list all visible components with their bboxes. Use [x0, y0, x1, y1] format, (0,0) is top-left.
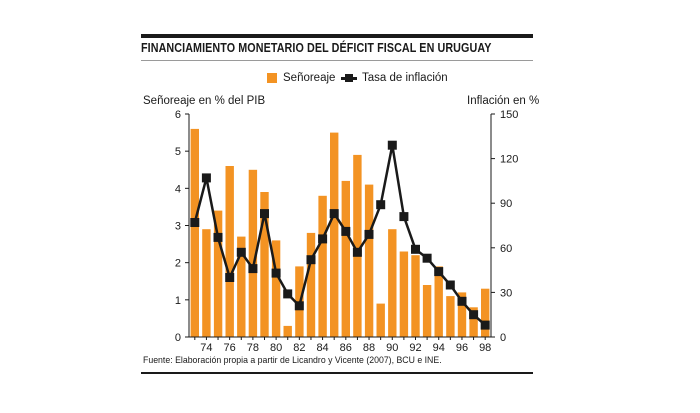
bar-1981 [283, 325, 292, 337]
title-underline [141, 60, 533, 61]
inflation-marker-1974 [201, 173, 211, 183]
bar-1973 [190, 128, 199, 337]
right-tick-label-90: 90 [500, 198, 512, 210]
left-tick-label-6: 6 [175, 109, 181, 121]
inflation-marker-1977 [236, 247, 246, 257]
left-tick-label-1: 1 [175, 295, 181, 307]
inflation-marker-1978 [248, 264, 258, 274]
inflation-marker-1992 [411, 244, 420, 254]
legend-item-senoreaje: Señoreaje [267, 72, 335, 84]
inflation-marker-1990 [387, 140, 397, 150]
right-tick-label-120: 120 [500, 154, 518, 166]
left-tick-label-0: 0 [175, 332, 181, 344]
chart-title: FINANCIAMIENTO MONETARIO DEL DÉFICIT FIS… [141, 41, 492, 55]
bar-1983 [306, 232, 316, 337]
x-tick-label-94: 94 [433, 342, 445, 354]
bar-1997 [469, 307, 478, 337]
x-tick-label-76: 76 [224, 342, 236, 354]
inflation-marker-1998 [480, 320, 490, 330]
legend-item-inflacion: Tasa de inflación [341, 72, 448, 84]
inflation-marker-1993 [422, 253, 432, 263]
legend-label-senoreaje: Señoreaje [283, 72, 336, 84]
bar-1989 [376, 303, 385, 337]
inflation-marker-1979 [260, 209, 269, 219]
bar-1996 [457, 292, 467, 337]
inflation-marker-1986 [341, 226, 351, 236]
bar-1998 [481, 288, 490, 337]
bar-1978 [248, 169, 258, 338]
bar-1984 [318, 195, 327, 337]
right-axis-title: Inflación en % [467, 95, 540, 107]
inflation-marker-1996 [457, 296, 467, 306]
inflation-marker-1991 [399, 212, 409, 222]
bar-swatch-icon [267, 73, 277, 83]
inflation-marker-1975 [213, 232, 223, 242]
source-note: Fuente: Elaboración propia a partir de L… [143, 355, 442, 366]
x-tick-label-96: 96 [456, 342, 468, 354]
left-tick-label-5: 5 [175, 146, 181, 158]
bar-1975 [213, 210, 223, 337]
inflation-marker-1987 [352, 247, 362, 257]
inflation-marker-1982 [294, 301, 304, 311]
right-tick-label-0: 0 [500, 332, 506, 344]
bar-1976 [225, 166, 234, 337]
x-tick-label-82: 82 [293, 342, 305, 354]
inflation-marker-1994 [434, 267, 444, 277]
line-marker-swatch-icon [341, 73, 357, 83]
right-tick-label-30: 30 [500, 287, 512, 299]
inflation-marker-1980 [271, 268, 281, 278]
x-tick-label-92: 92 [409, 342, 421, 354]
inflation-marker-1997 [469, 310, 479, 320]
left-tick-label-4: 4 [175, 183, 181, 195]
bar-1995 [446, 296, 455, 337]
bar-1988 [364, 184, 374, 337]
x-tick-label-78: 78 [247, 342, 259, 354]
bar-1990 [388, 229, 397, 337]
inflation-marker-1984 [318, 234, 328, 244]
bar-1991 [399, 251, 409, 337]
bar-1979 [260, 192, 269, 337]
x-tick-label-88: 88 [363, 342, 375, 354]
right-tick-label-60: 60 [500, 243, 512, 255]
bar-1974 [202, 229, 211, 337]
x-tick-label-80: 80 [270, 342, 282, 354]
bottom-rule [141, 372, 533, 374]
x-tick-label-74: 74 [200, 342, 212, 354]
bar-1986 [341, 180, 350, 337]
left-tick-label-3: 3 [175, 221, 181, 233]
right-tick-label-150: 150 [500, 109, 518, 121]
left-axis-title: Señoreaje en % del PIB [143, 95, 266, 107]
inflation-marker-1989 [376, 200, 386, 210]
inflation-marker-1973 [190, 218, 200, 227]
inflation-marker-1988 [364, 229, 374, 239]
x-tick-label-84: 84 [316, 342, 328, 354]
bar-1987 [353, 154, 362, 337]
bar-1985 [330, 132, 339, 337]
x-tick-label-90: 90 [386, 342, 398, 354]
inflation-marker-1985 [329, 209, 339, 219]
bar-1977 [237, 236, 246, 337]
x-tick-label-86: 86 [340, 342, 352, 354]
top-rule [141, 34, 533, 38]
inflation-marker-1981 [283, 289, 293, 299]
inflation-marker-1976 [225, 273, 235, 282]
x-tick-label-98: 98 [479, 342, 491, 354]
left-tick-label-2: 2 [175, 258, 181, 270]
inflation-marker-1983 [306, 255, 316, 265]
bar-1993 [422, 285, 432, 337]
bar-1994 [434, 266, 443, 337]
bar-1992 [411, 255, 420, 337]
bar-1980 [271, 240, 281, 337]
legend-label-inflacion: Tasa de inflación [362, 72, 448, 84]
inflation-marker-1995 [445, 280, 455, 290]
